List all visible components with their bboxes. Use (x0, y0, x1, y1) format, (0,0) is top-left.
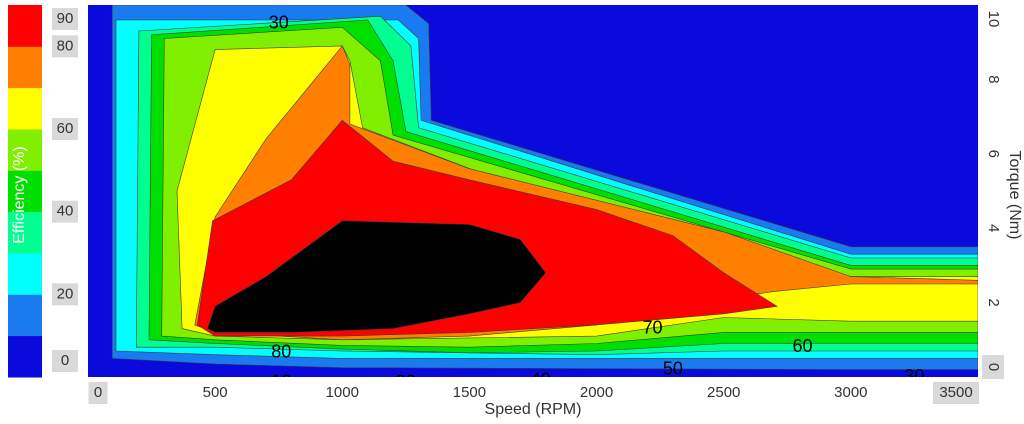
colorbar-tick-label: 40 (57, 203, 74, 220)
colorbar-band (8, 211, 42, 254)
y-tick-label: 10 (985, 11, 1002, 28)
colorbar-band (8, 46, 42, 89)
colorbar-tick-label: 60 (57, 120, 74, 137)
y-axis-ticks: 0 2 4 6 8 10 (982, 11, 1004, 379)
colorbar (8, 5, 42, 378)
colorbar-band (8, 294, 42, 337)
colorbar-band (8, 87, 42, 130)
colorbar-band (8, 170, 42, 213)
contour-label: 30 (269, 12, 289, 32)
x-axis-ticks: 0 500 1000 1500 2000 2500 3000 3500 (88, 382, 979, 404)
x-tick-label: 0 (94, 384, 102, 401)
colorbar-ticks: 0 20 40 60 80 90 (52, 8, 78, 372)
colorbar-band (8, 129, 42, 171)
colorbar-title: Efficiency (%) (11, 146, 28, 244)
contour-label: 70 (642, 317, 662, 337)
colorbar-tick-label: 20 (57, 285, 74, 302)
contour-label: 10 (271, 371, 291, 391)
x-tick-label: 1500 (453, 384, 486, 401)
contour-label: 80 (271, 342, 291, 362)
colorbar-tick-bg (52, 35, 78, 58)
colorbar-tick-bg (52, 283, 78, 306)
contour-regions (111, 5, 978, 370)
colorbar-tick-bg (52, 200, 78, 223)
contour-label: 10 (945, 375, 965, 395)
contour-label: 40 (531, 369, 551, 389)
colorbar-tick-label: 0 (61, 352, 69, 369)
contour-region-90 (207, 220, 547, 333)
contour-label: 60 (793, 336, 813, 356)
y-tick-label: 2 (985, 298, 1002, 306)
x-tick-label: 500 (203, 384, 228, 401)
x-tick-bg (933, 382, 979, 404)
contour-labels: 30 80 10 20 40 70 50 60 20 30 10 (269, 12, 965, 395)
colorbar-tick-bg (52, 8, 78, 30)
x-tick-label: 3500 (939, 384, 972, 401)
colorbar-band (8, 335, 42, 378)
x-tick-label: 3000 (834, 384, 867, 401)
colorbar-tick-bg (52, 118, 78, 140)
plot-area: 30 80 10 20 40 70 50 60 20 30 10 (88, 5, 978, 395)
y-tick-bg (982, 355, 1004, 379)
colorbar-tick-label: 90 (57, 10, 74, 27)
colorbar-tick-bg (52, 350, 78, 372)
y-tick-label: 4 (985, 224, 1002, 232)
contour-label: 20 (396, 371, 416, 391)
x-axis-title: Speed (RPM) (485, 401, 582, 418)
y-axis-title: Torque (Nm) (1006, 151, 1023, 240)
y-tick-label: 6 (985, 150, 1002, 158)
contour-label: 50 (663, 358, 683, 378)
x-tick-label: 2500 (707, 384, 740, 401)
y-tick-label: 8 (985, 75, 1002, 83)
colorbar-band (8, 5, 42, 47)
y-tick-label: 0 (985, 363, 1002, 371)
colorbar-tick-label: 80 (57, 37, 74, 54)
colorbar-band (8, 253, 42, 295)
x-tick-label: 2000 (580, 384, 613, 401)
x-tick-bg (88, 382, 108, 404)
contour-label: 30 (904, 366, 924, 386)
contour-label: 20 (787, 375, 807, 395)
x-tick-label: 1000 (326, 384, 359, 401)
